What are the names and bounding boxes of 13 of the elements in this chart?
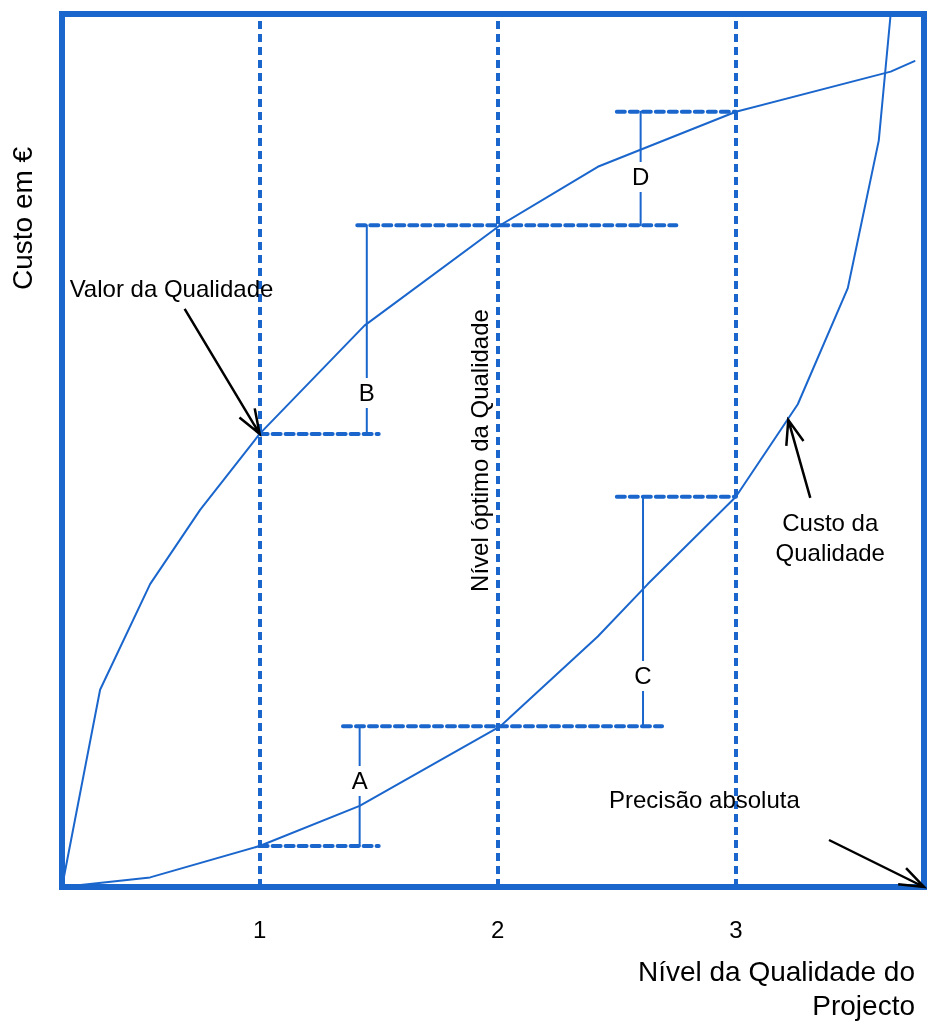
x-tick-label: 2: [491, 915, 505, 943]
ref-line-label: Nível óptimo da Qualidade: [466, 309, 494, 592]
y-axis-title: Custo em €: [7, 146, 38, 290]
annotation: A: [349, 766, 370, 797]
x-tick-label: 1: [252, 915, 267, 943]
annotation: Valor da Qualidade: [69, 273, 274, 304]
x-axis-title: Nível da Qualidade do Projecto: [636, 955, 915, 1023]
annotation: D: [630, 162, 651, 193]
annotation: Precisão absoluta: [609, 785, 800, 815]
x-tick-label: 3: [729, 915, 743, 943]
annotation: C: [633, 661, 654, 692]
annotation: B: [356, 377, 377, 408]
annotation: Custo da Qualidade: [774, 507, 886, 568]
